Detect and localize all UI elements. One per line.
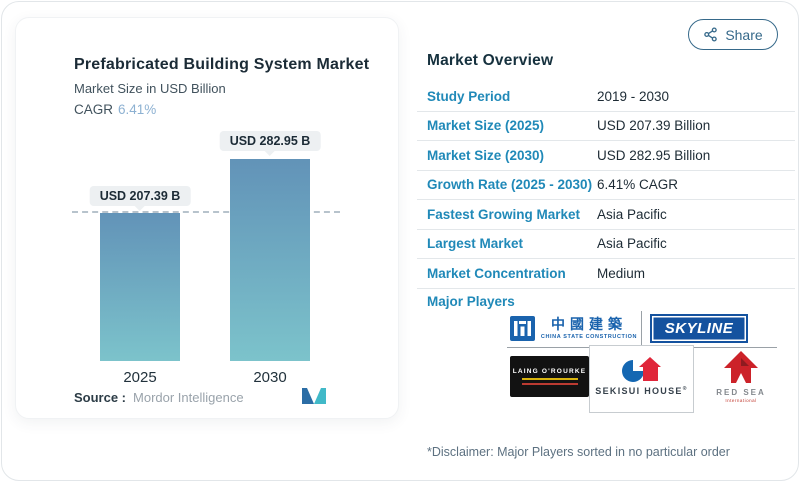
share-button-label: Share xyxy=(725,26,763,43)
red-sea-wordmark: RED SEA xyxy=(716,388,766,397)
major-players-label: Major Players xyxy=(427,294,515,309)
csc-chinese-characters: 中國建築 xyxy=(551,315,627,332)
sekisui-house-wordmark: SEKISUI HOUSE® xyxy=(595,386,688,396)
overview-heading: Market Overview xyxy=(427,52,554,69)
logo-sekisui-house: SEKISUI HOUSE® xyxy=(589,345,694,413)
red-sea-house-icon xyxy=(724,351,758,383)
table-row-fastest-growing-market: Fastest Growing Market Asia Pacific xyxy=(417,200,795,230)
table-row-growth-rate: Growth Rate (2025 - 2030) 6.41% CAGR xyxy=(417,171,795,200)
table-row-market-concentration: Market Concentration Medium xyxy=(417,259,795,289)
source-label: Source : xyxy=(74,390,127,405)
baseline-dashed-line xyxy=(72,211,340,213)
laing-yellow-rule xyxy=(521,377,578,380)
source-line: Source : Mordor Intelligence xyxy=(74,390,244,405)
bar-2025 xyxy=(100,213,180,361)
x-axis-label-2025: 2025 xyxy=(123,369,157,386)
disclaimer-text: *Disclaimer: Major Players sorted in no … xyxy=(427,445,730,459)
sekisui-house-icon xyxy=(621,357,661,382)
share-nodes-icon xyxy=(704,27,718,42)
chart-cagr: CAGR 6.41% xyxy=(74,102,156,117)
cagr-label: CAGR xyxy=(74,102,114,117)
red-sea-subtitle: International xyxy=(725,398,757,403)
logo-china-state-construction: 中國建築 CHINA STATE CONSTRUCTION xyxy=(507,310,640,346)
logo-red-sea-international: RED SEA International xyxy=(700,349,782,403)
table-row-market-size-2030: Market Size (2030) USD 282.95 Billion xyxy=(417,141,795,171)
cagr-value: 6.41% xyxy=(118,102,157,117)
bar-value-label-2025: USD 207.39 B xyxy=(89,186,191,206)
bar-value-label-2030: USD 282.95 B xyxy=(219,131,321,151)
overview-table: Study Period 2019 - 2030 Market Size (20… xyxy=(417,82,795,289)
mordor-intelligence-logo-icon xyxy=(302,388,326,404)
source-value: Mordor Intelligence xyxy=(133,390,244,405)
market-chart-card: Prefabricated Building System Market Mar… xyxy=(15,17,399,419)
csc-emblem-icon xyxy=(509,315,535,341)
logo-skyline: SKYLINE xyxy=(650,314,748,343)
share-button[interactable]: Share xyxy=(688,19,778,50)
logo-grid-vertical-divider xyxy=(641,311,642,346)
table-row-study-period: Study Period 2019 - 2030 xyxy=(417,82,795,112)
csc-caption: CHINA STATE CONSTRUCTION xyxy=(540,333,638,340)
laing-red-rule xyxy=(521,382,578,385)
chart-subtitle: Market Size in USD Billion xyxy=(74,81,226,96)
chart-title: Prefabricated Building System Market xyxy=(74,56,370,73)
bar-2030 xyxy=(230,159,310,361)
table-row-market-size-2025: Market Size (2025) USD 207.39 Billion xyxy=(417,112,795,141)
logo-laing-orourke: LAING O'ROURKE xyxy=(510,356,589,397)
table-row-largest-market: Largest Market Asia Pacific xyxy=(417,230,795,259)
x-axis-label-2030: 2030 xyxy=(253,369,287,386)
